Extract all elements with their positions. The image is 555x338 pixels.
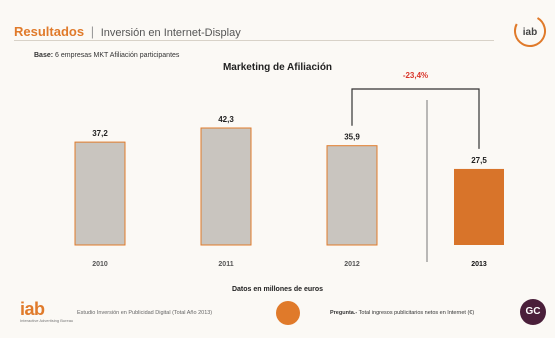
bar-2011 xyxy=(200,127,252,246)
change-annotation-label: -23,4% xyxy=(403,71,428,80)
page-subtitle: Inversión en Internet-Display xyxy=(100,27,241,39)
footer-study-text: Estudio Inversión en Publicidad Digital … xyxy=(77,310,213,316)
bars-layer: 37,2 2010 42,3 2011 35,9 2012 27,5 2013 xyxy=(74,100,504,268)
bar-value-label-2013: 27,5 xyxy=(471,156,487,165)
chart-title: Marketing de Afiliación xyxy=(222,62,333,73)
base-note-label: Base: xyxy=(34,52,54,59)
bar-2010 xyxy=(74,141,126,246)
iab-logo-top-text: iab xyxy=(523,27,537,38)
change-bracket xyxy=(351,88,480,149)
bar-value-label-2010: 37,2 xyxy=(92,129,108,138)
footer-iab-tagline: Interactive Advertising Bureau xyxy=(20,318,74,323)
base-note-text: 6 empresas MKT Afiliación participantes xyxy=(55,52,180,59)
base-note: Base: 6 empresas MKT Afiliación particip… xyxy=(34,52,179,59)
footer-question-label: Pregunta.- xyxy=(330,310,358,316)
bar-2012 xyxy=(326,145,378,246)
footer-orange-dot xyxy=(276,301,300,325)
x-tick-label-2013: 2013 xyxy=(471,261,487,268)
bar-2013 xyxy=(454,168,504,245)
x-tick-label-2011: 2011 xyxy=(218,261,233,268)
iab-logo-top: iab xyxy=(513,14,547,48)
header-divider xyxy=(14,40,494,41)
page-title: Resultados | Inversión en Internet-Displ… xyxy=(14,24,241,39)
annotation-layer: -23,4% xyxy=(351,71,480,149)
footer-question: Pregunta.- Total ingresos publicitarios … xyxy=(330,310,474,316)
x-tick-label-2010: 2010 xyxy=(92,261,108,268)
page-title-main: Resultados xyxy=(14,24,85,39)
gc-badge-icon: GC xyxy=(520,299,546,325)
x-axis-label: Datos en millones de euros xyxy=(231,286,324,293)
bar-value-label-2012: 35,9 xyxy=(344,133,360,142)
title-separator: | xyxy=(90,24,95,39)
bar-value-label-2011: 42,3 xyxy=(218,115,234,124)
footer-iab-logo: iab xyxy=(20,299,45,319)
footer-question-text: Total ingresos publicitarios netos en In… xyxy=(358,310,475,316)
x-tick-label-2012: 2012 xyxy=(344,261,360,268)
